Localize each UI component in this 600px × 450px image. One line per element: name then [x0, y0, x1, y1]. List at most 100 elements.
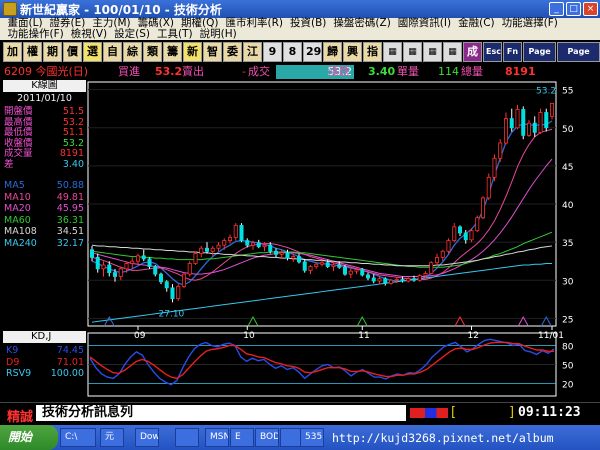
toolbar-button-1[interactable]: 權	[23, 42, 42, 62]
candle-body	[383, 278, 388, 284]
taskbar-app-button[interactable]: Dow	[135, 428, 159, 447]
minimize-button[interactable]: _	[549, 2, 564, 16]
candle-body	[440, 250, 445, 258]
toolbar-button-2[interactable]: 期	[43, 42, 62, 62]
toolbar-button-3[interactable]: 價	[63, 42, 82, 62]
change-sign: -	[242, 65, 246, 78]
menu-item-6[interactable]: 投資(B)	[290, 17, 327, 29]
taskbar-app-button[interactable]	[175, 428, 199, 447]
ma-value: 32.17	[56, 237, 84, 249]
candle-body	[158, 273, 163, 283]
menu-item-10[interactable]: 功能選擇(F)	[501, 17, 558, 29]
taskbar-app-button[interactable]: 535	[300, 428, 324, 447]
candle-body	[527, 122, 532, 136]
signal-triangle	[103, 315, 115, 327]
close-button[interactable]: ×	[583, 2, 598, 16]
taskbar-app-button[interactable]: E	[230, 428, 254, 447]
menu-item-1[interactable]: 證券(E)	[49, 17, 86, 29]
toolbar-button-16[interactable]: 歸	[323, 42, 342, 62]
toolbar-button-13[interactable]: 9	[263, 42, 282, 62]
candle-body	[118, 268, 123, 277]
toolbar-button-14[interactable]: 8	[283, 42, 302, 62]
toolbar-button-24[interactable]: Esc	[483, 42, 502, 62]
kdj-title[interactable]: KD,J	[3, 331, 86, 343]
toolbar-button-18[interactable]: 指	[363, 42, 382, 62]
quote-row-value: 3.40	[62, 158, 84, 170]
candle-body	[227, 237, 232, 242]
maximize-button[interactable]: □	[566, 2, 581, 16]
menu-item-0[interactable]: 畫面(L)	[7, 17, 43, 29]
candle-body	[113, 272, 118, 277]
toolbar-button-6[interactable]: 綜	[123, 42, 142, 62]
menu-item-3[interactable]: 籌碼(X)	[137, 17, 175, 29]
stock-name[interactable]: 6209 今國光(日)	[4, 65, 89, 78]
technical-chart[interactable]: 25 30 35 40 45 50 55 09 10 11 12 11/01 53.2 27.10 20 5…	[0, 80, 600, 402]
toolbar-button-0[interactable]: 加	[3, 42, 22, 62]
candle-body	[187, 263, 192, 275]
menu-item-15[interactable]: 說明(H)	[199, 28, 237, 40]
menu-item-9[interactable]: 金融(C)	[458, 17, 495, 29]
menu-item-7[interactable]: 操盤密碼(Z)	[333, 17, 391, 29]
menu-item-12[interactable]: 檢視(V)	[70, 28, 108, 40]
taskbar-app-button[interactable]: MSN	[205, 428, 229, 447]
candle-body	[135, 255, 140, 262]
quote-row-value: 53.2	[62, 116, 84, 128]
candle-body	[469, 230, 474, 241]
toolbar-button-7[interactable]: 類	[143, 42, 162, 62]
window-titlebar: 新世紀贏家 - 100/01/10 - 技術分析 _ □ ×	[0, 0, 600, 18]
buy-price: 53.2	[155, 65, 183, 78]
menu-item-8[interactable]: 國際資訊(I)	[397, 17, 452, 29]
candle-body	[107, 264, 112, 274]
toolbar-button-11[interactable]: 委	[223, 42, 242, 62]
toolbar-button-8[interactable]: 籌	[163, 42, 182, 62]
toolbar-button-26[interactable]: Page Up	[523, 42, 557, 74]
quote-row-label: 最低價	[4, 127, 33, 138]
ma-value: 36.31	[56, 214, 84, 226]
candle-body	[400, 279, 405, 282]
taskbar-app-button[interactable]: BOD	[255, 428, 279, 447]
candle-body	[544, 112, 549, 129]
candle-body	[90, 249, 95, 258]
kdj-y-tick-label: 80	[562, 343, 574, 353]
toolbar-button-27[interactable]: Page Down	[557, 42, 600, 74]
toolbar-button-10[interactable]: 智	[203, 42, 222, 62]
menu-item-11[interactable]: 功能操作(F)	[7, 28, 64, 40]
candle-body	[486, 176, 491, 199]
menu-item-4[interactable]: 期權(Q)	[181, 17, 219, 29]
taskbar-app-button[interactable]: 元	[100, 428, 124, 447]
menu-item-13[interactable]: 設定(S)	[114, 28, 150, 40]
toolbar-button-23[interactable]: 成	[463, 42, 482, 62]
toolbar-button-20[interactable]: ▦	[403, 42, 422, 62]
toolbar-button-9[interactable]: 新	[183, 42, 202, 62]
ma-line-ma10	[91, 128, 553, 281]
candle-body	[308, 266, 313, 271]
kdj-value: 74.45	[56, 345, 84, 356]
toolbar-button-17[interactable]: 興	[343, 42, 362, 62]
toolbar-button-19[interactable]: ▦	[383, 42, 402, 62]
candle-body	[365, 274, 370, 279]
candle-body	[342, 266, 347, 275]
candle-body	[377, 278, 382, 282]
candle-body	[388, 279, 393, 284]
toolbar-button-25[interactable]: Fn	[503, 42, 522, 62]
menu-item-2[interactable]: 主力(M)	[92, 17, 131, 29]
y-tick-label: 30	[562, 277, 574, 287]
ma-label: MA10	[4, 191, 31, 203]
candle-body	[538, 112, 543, 133]
taskbar-app-button[interactable]: C:\	[60, 428, 96, 447]
toolbar-button-15[interactable]: 29	[303, 42, 322, 62]
menu-item-5[interactable]: 匯市利率(R)	[225, 17, 284, 29]
candle-body	[498, 142, 503, 159]
y-tick-label: 55	[562, 87, 573, 97]
toolbar-button-5[interactable]: 自	[103, 42, 122, 62]
start-button[interactable]: 開始	[0, 425, 58, 450]
ma-value: 45.95	[56, 203, 84, 214]
toolbar-button-22[interactable]: ▦	[443, 42, 462, 62]
status-bar: 精誠 技術分析訊息列 [ ] 09:11:23	[0, 402, 600, 425]
kline-title[interactable]: K線圖	[3, 80, 86, 92]
toolbar-button-12[interactable]: 江	[243, 42, 262, 62]
menu-item-14[interactable]: 工具(T)	[156, 28, 193, 40]
toolbar-button-4[interactable]: 選	[83, 42, 102, 62]
quote-row-label: 差	[4, 158, 14, 170]
toolbar-button-21[interactable]: ▦	[423, 42, 442, 62]
